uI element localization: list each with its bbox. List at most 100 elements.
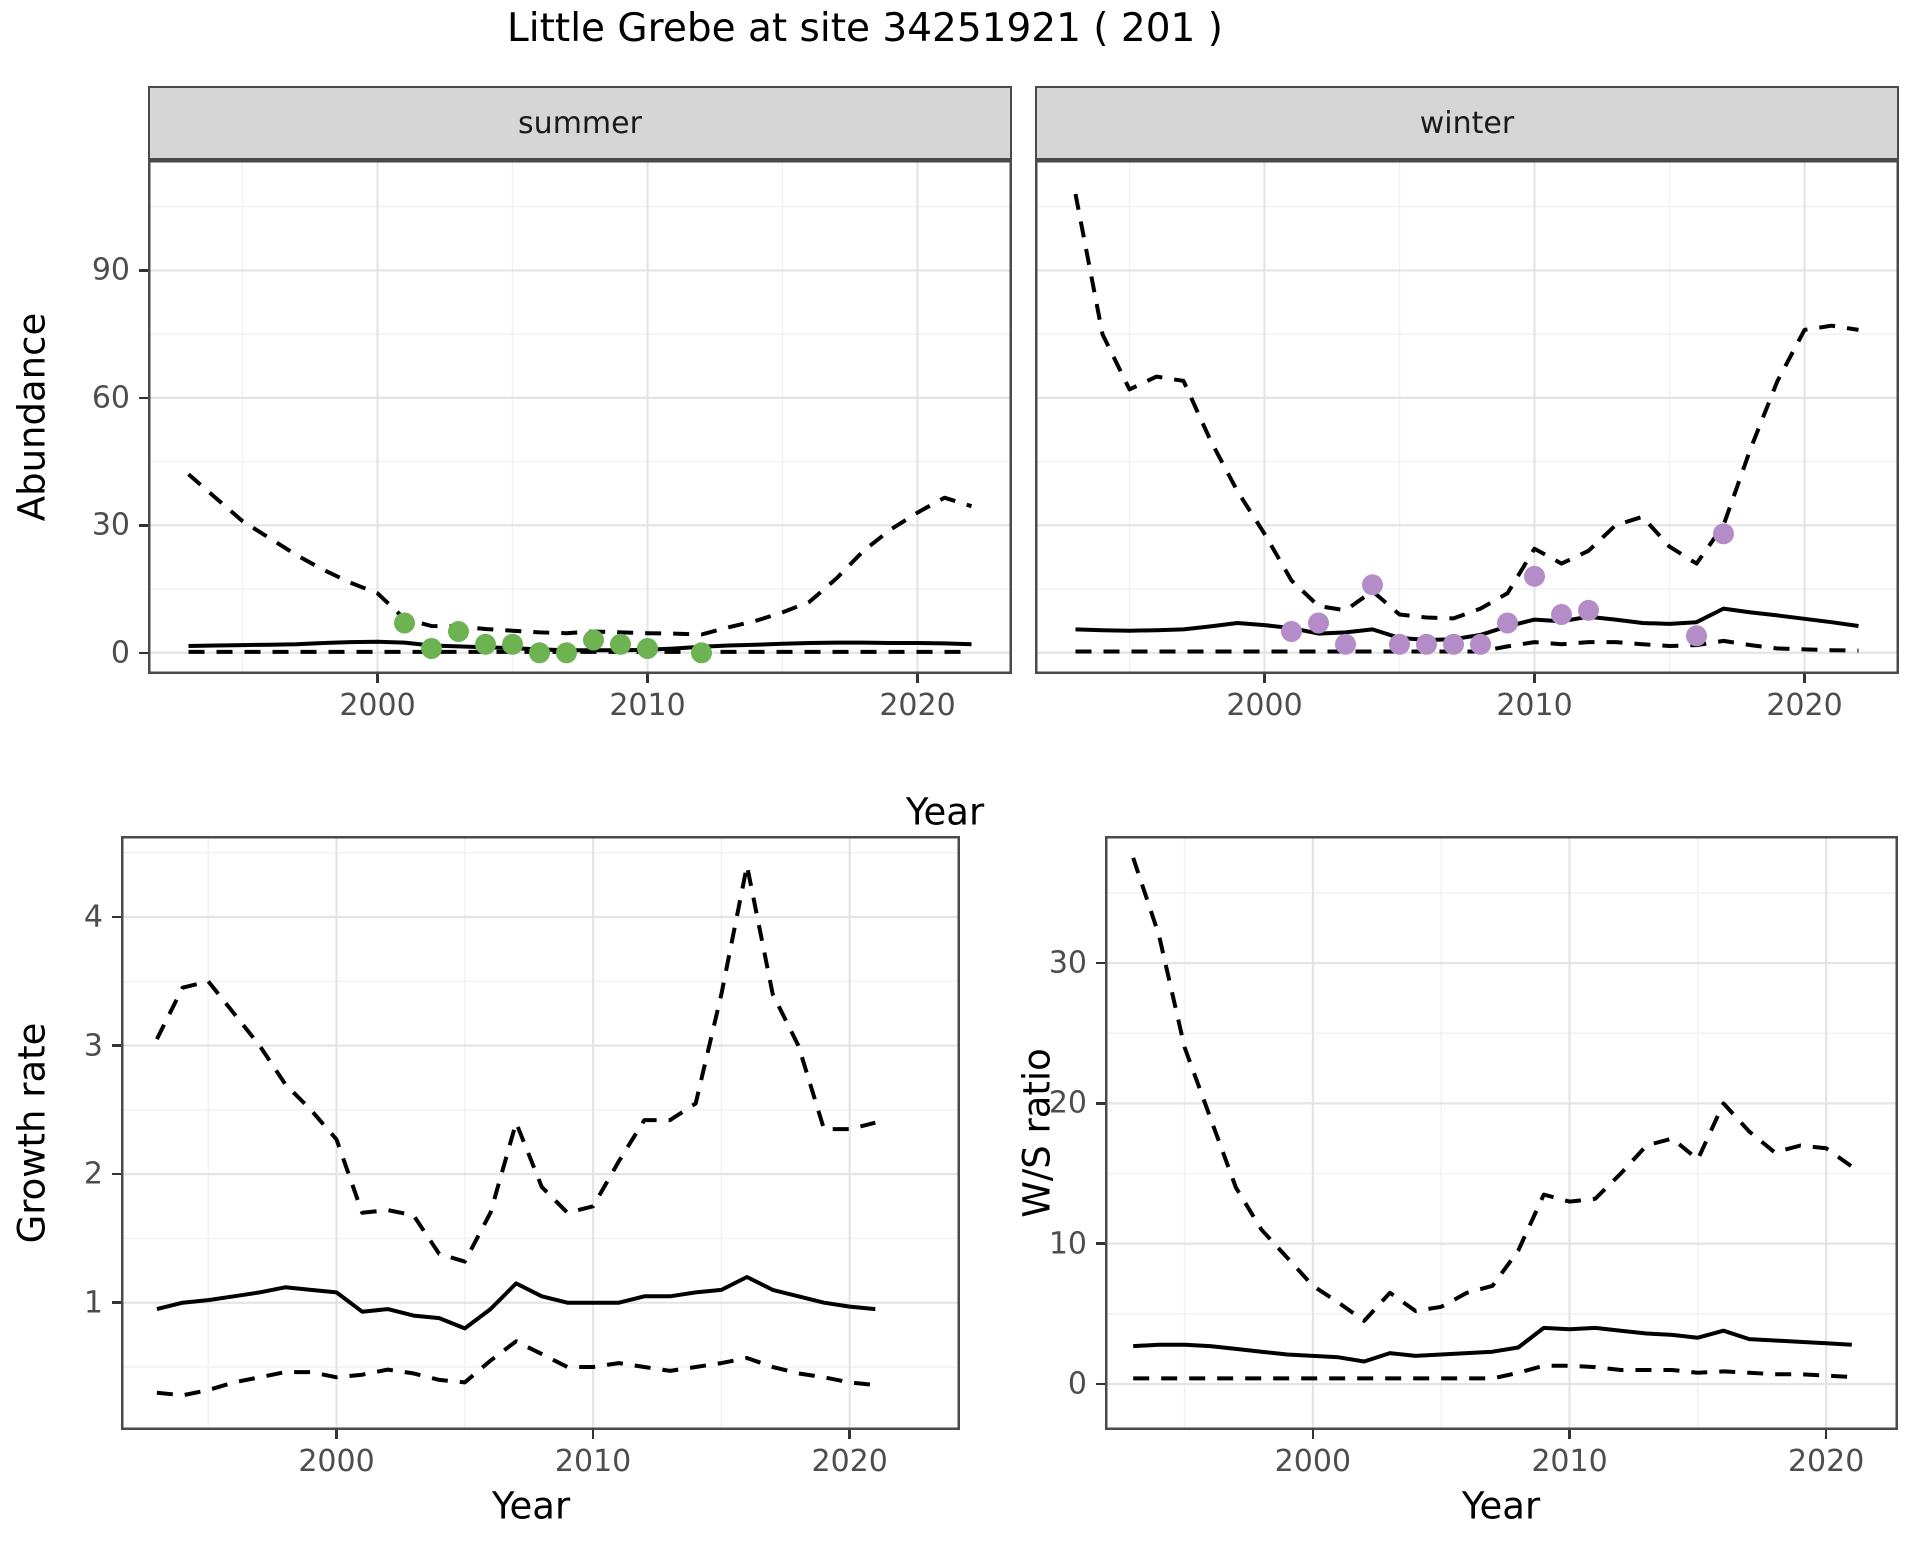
series-median (156, 1275, 876, 1331)
data-point-observed-summer (637, 638, 658, 659)
series-median (1075, 606, 1859, 642)
x-tick-label: 2020 (1766, 688, 1843, 723)
x-tick-label: 2010 (1531, 1444, 1608, 1479)
data-point-observed-summer (610, 633, 631, 655)
data-point-observed-winter (1335, 633, 1356, 655)
data-point-observed-summer (394, 612, 415, 634)
y-tick-mark (112, 1301, 121, 1304)
facet-strip-summer-label: summer (518, 105, 642, 141)
series-upper-ci (187, 472, 973, 637)
y-tick-label: 3 (83, 1028, 103, 1064)
y-tick-label: 20 (1048, 1085, 1087, 1121)
series-upper-ci (1131, 857, 1853, 1323)
x-tick-mark (1568, 1430, 1571, 1439)
x-tick-label: 2020 (811, 1444, 888, 1479)
data-point-observed-winter (1362, 574, 1383, 596)
x-tick-label: 2010 (554, 1444, 632, 1479)
y-tick-mark (1096, 1102, 1105, 1105)
x-tick-label: 2020 (1787, 1444, 1865, 1479)
y-tick-mark (139, 396, 148, 400)
series-median (188, 639, 972, 653)
y-tick-label: 30 (1048, 945, 1087, 981)
data-point-observed-summer (556, 642, 577, 664)
x-tick-label: 2000 (298, 1444, 375, 1479)
y-axis-title-ws-ratio: W/S ratio (1015, 1048, 1059, 1218)
data-point-observed-summer (502, 633, 523, 655)
series-upper-ci (155, 863, 876, 1264)
data-point-observed-winter (1470, 633, 1491, 655)
y-tick-mark (112, 1044, 121, 1047)
data-point-observed-winter (1308, 612, 1329, 634)
y-tick-label: 0 (110, 635, 130, 671)
y-tick-mark (139, 269, 148, 272)
y-tick-label: 30 (91, 507, 130, 543)
data-point-observed-summer (583, 629, 604, 651)
x-tick-mark (335, 1430, 338, 1439)
x-axis-title-year-top: Year (905, 790, 985, 834)
x-tick-label: 2020 (879, 688, 956, 723)
data-point-observed-summer (529, 642, 550, 664)
x-tick-label: 2010 (1496, 688, 1573, 723)
y-tick-mark (139, 524, 148, 527)
x-tick-label: 2000 (1226, 688, 1303, 723)
data-point-observed-winter (1389, 633, 1410, 655)
series-median (1133, 1325, 1852, 1364)
y-tick-label: 10 (1048, 1226, 1087, 1262)
panel-ws-ratio (1105, 836, 1898, 1430)
x-tick-mark (591, 1430, 595, 1439)
x-tick-mark (916, 674, 919, 683)
data-point-observed-winter (1281, 621, 1302, 642)
y-axis-title-abundance: Abundance (10, 312, 54, 522)
x-tick-mark (376, 674, 379, 683)
data-point-observed-summer (448, 621, 469, 642)
data-point-observed-summer (691, 642, 712, 664)
panel-border (1105, 836, 1898, 1430)
panel-summer-abundance (148, 160, 1012, 674)
y-tick-mark (1096, 961, 1105, 965)
x-tick-mark (646, 674, 649, 683)
data-point-observed-winter (1497, 612, 1518, 634)
x-tick-mark (1803, 674, 1806, 683)
x-axis-title-year-bottom-left: Year (491, 1484, 571, 1528)
x-tick-mark (1824, 1430, 1828, 1439)
y-tick-label: 0 (1067, 1366, 1087, 1402)
x-tick-mark (1263, 674, 1266, 683)
facet-strip-summer: summer (148, 86, 1012, 160)
y-tick-mark (112, 1172, 121, 1176)
data-point-observed-winter (1524, 565, 1545, 587)
panel-border (121, 836, 960, 1430)
plot-title: Little Grebe at site 34251921 ( 201 ) (507, 6, 1223, 51)
series-upper-ci (1073, 193, 1859, 621)
data-point-observed-winter (1551, 604, 1572, 625)
y-tick-mark (1096, 1382, 1105, 1386)
x-tick-label: 2010 (609, 688, 686, 723)
facet-strip-winter: winter (1035, 86, 1899, 160)
y-tick-label: 1 (83, 1285, 103, 1321)
series-lower-ci (1133, 1363, 1852, 1381)
y-tick-label: 90 (91, 252, 130, 288)
facet-strip-winter-label: winter (1419, 105, 1515, 141)
data-point-observed-winter (1416, 633, 1437, 655)
panel-growth-rate (121, 836, 960, 1430)
data-point-observed-winter (1686, 625, 1707, 647)
y-tick-label: 2 (83, 1156, 103, 1192)
y-tick-mark (1096, 1242, 1105, 1245)
panel-winter-abundance (1035, 160, 1899, 674)
data-point-observed-winter (1578, 599, 1599, 621)
panel-border (148, 160, 1012, 674)
y-tick-label: 4 (83, 899, 103, 935)
data-point-observed-summer (475, 633, 496, 655)
x-tick-mark (1533, 674, 1536, 683)
x-tick-label: 2000 (339, 688, 416, 723)
series-lower-ci (156, 1339, 876, 1398)
x-tick-mark (1311, 1430, 1315, 1439)
series-lower-ci (1075, 638, 1859, 654)
data-point-observed-winter (1443, 633, 1464, 655)
x-axis-title-year-bottom-right: Year (1461, 1484, 1541, 1528)
y-tick-mark (139, 651, 148, 654)
data-point-observed-summer (421, 638, 442, 659)
data-point-observed-winter (1713, 523, 1734, 545)
x-tick-label: 2000 (1274, 1444, 1352, 1479)
panel-border (1035, 160, 1899, 674)
